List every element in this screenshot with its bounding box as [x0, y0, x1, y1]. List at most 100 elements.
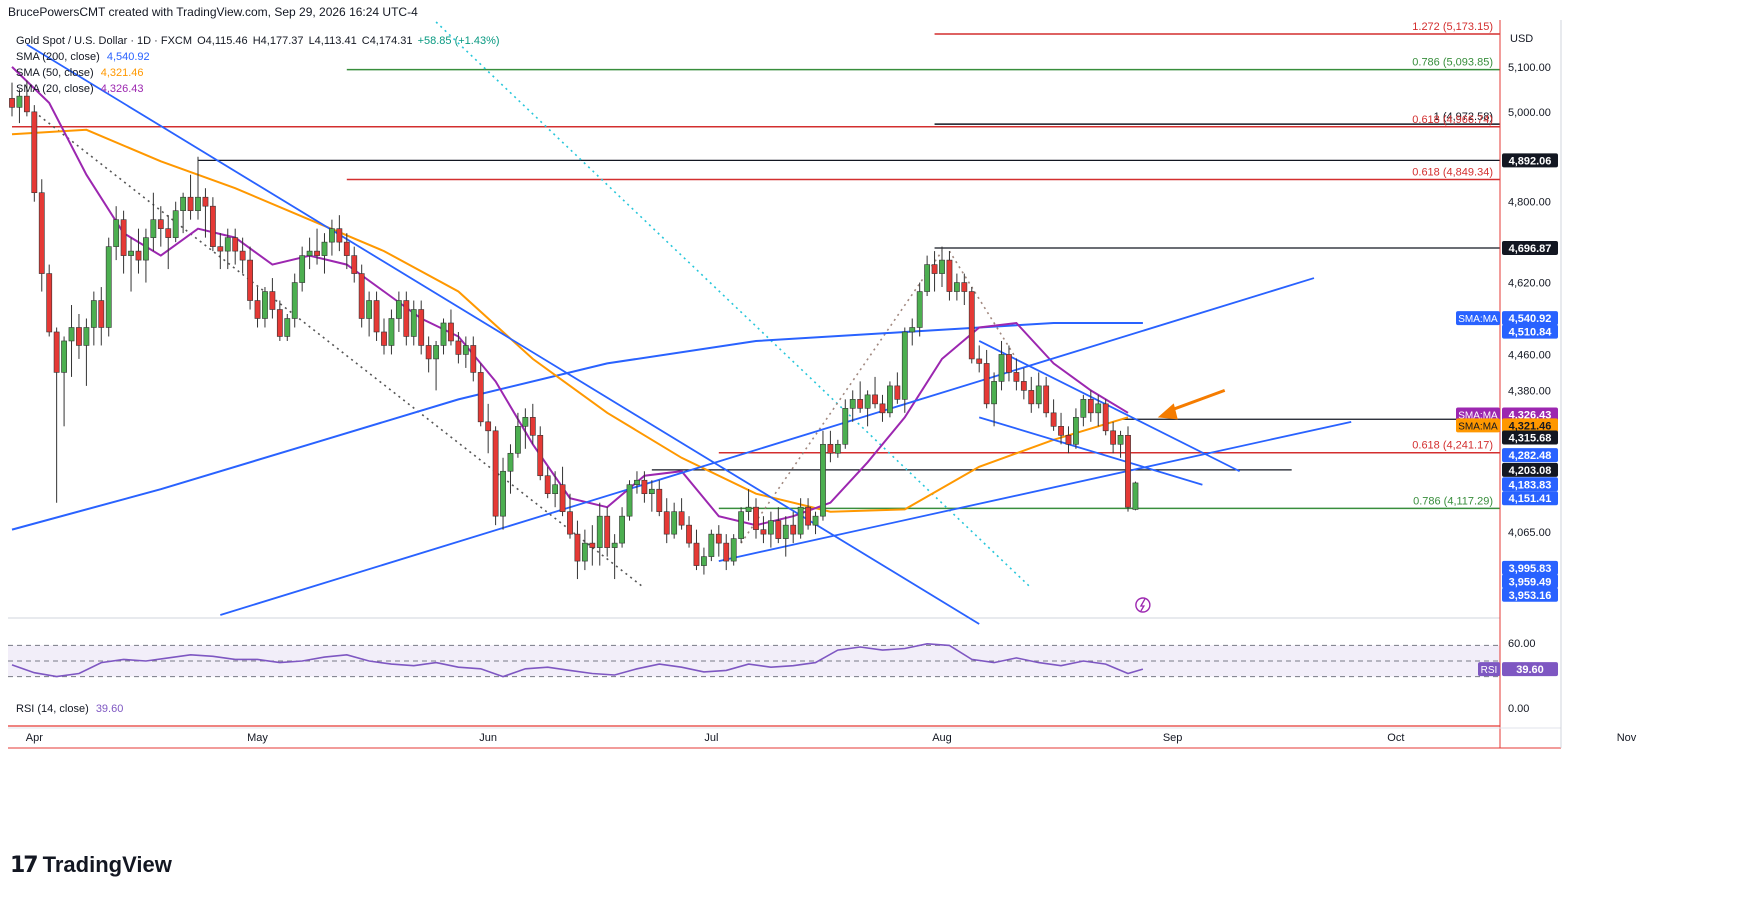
candle [1080, 394, 1087, 427]
candle-body [23, 95, 30, 113]
currency-label: USD [1510, 33, 1533, 45]
arrow-head [1157, 403, 1178, 420]
candle [939, 246, 945, 288]
candle [849, 390, 856, 422]
candle [842, 399, 849, 449]
candle-body [1110, 430, 1117, 445]
candle [619, 507, 625, 548]
candle [827, 430, 834, 463]
price-labels: USD 4,892.06 4,696.87 4,540.92 SMA:MA 4,510.8… [1456, 33, 1558, 677]
candle [165, 215, 172, 270]
candle-body [775, 520, 782, 539]
candle [738, 507, 745, 544]
price-label-box [1502, 311, 1558, 326]
candle [291, 273, 298, 328]
candle-body [619, 515, 625, 544]
candle-body [388, 318, 395, 346]
candle-body [559, 484, 566, 512]
price-label-text: 4,696.87 [1509, 243, 1552, 255]
candle [172, 201, 179, 243]
candle [351, 246, 358, 283]
price-label-box [1502, 574, 1558, 589]
price-label-text: 4,892.06 [1509, 155, 1552, 167]
candle [782, 516, 789, 557]
candle-body [581, 542, 588, 562]
candle [522, 408, 529, 449]
candle [730, 534, 737, 566]
price-label-box [1502, 324, 1558, 339]
candle [596, 502, 603, 566]
fib-levels: 1.272 (5,173.15) 0.786 (5,093.85) 1 (4,972… [12, 21, 1500, 510]
candle-body [180, 196, 187, 211]
candle [83, 318, 90, 386]
symbol-row[interactable]: Gold Spot / U.S. Dollar · 1D · FXCM O4,1… [16, 33, 502, 49]
candle-body [83, 327, 90, 346]
candle-body [1125, 435, 1131, 508]
rsi-legend[interactable]: RSI (14, close) 39.60 [16, 703, 123, 715]
candle-body [381, 331, 387, 346]
candle-body [567, 511, 573, 535]
candle-body [90, 300, 97, 328]
candle-body [596, 515, 603, 548]
candle [1102, 399, 1109, 436]
tradingview-logo[interactable]: 17 TradingView [10, 850, 172, 880]
candle [477, 363, 484, 427]
candle [53, 327, 60, 503]
sma200-row[interactable]: SMA (200, close) 4,540.92 [16, 49, 502, 65]
candle [909, 318, 916, 346]
price-label-box [1502, 491, 1558, 506]
candle-body [544, 475, 551, 495]
candle [805, 498, 811, 530]
candle [195, 156, 201, 220]
candle-body [61, 340, 67, 373]
candle [46, 264, 53, 337]
sma50-row[interactable]: SMA (50, close) 4,321.46 [16, 65, 502, 81]
price-label-box [1502, 560, 1558, 575]
trendline [718, 420, 1352, 562]
symbol-name[interactable]: Gold Spot / U.S. Dollar · 1D · FXCM [16, 35, 193, 47]
candle-body [477, 372, 484, 423]
candle-body [276, 309, 283, 337]
price-tick-label: 4,620.00 [1508, 278, 1551, 290]
candle-body [842, 408, 849, 445]
price-label-text: 3,953.16 [1509, 590, 1552, 602]
candle [648, 480, 655, 512]
candle [1013, 358, 1020, 391]
price-tick-label: 4,065.00 [1508, 527, 1551, 539]
candle-body [991, 381, 997, 405]
candle [708, 529, 715, 562]
candle-body [395, 300, 402, 319]
candle [634, 471, 640, 494]
sma50-value: 4,321.46 [100, 67, 144, 79]
rsi-band [8, 645, 1500, 677]
candle [239, 237, 246, 274]
candle-body [611, 542, 618, 548]
candle [894, 372, 901, 404]
price-label-box [1502, 477, 1558, 492]
candle-body [916, 291, 923, 328]
candle-body [284, 318, 291, 337]
candle [529, 403, 536, 445]
candle [31, 105, 38, 202]
annotation-arrow [1157, 388, 1226, 420]
candle [232, 228, 239, 265]
sma20-row[interactable]: SMA (20, close) 4,326.43 [16, 81, 502, 97]
candle-body [366, 300, 373, 319]
candle-body [105, 246, 112, 328]
candle-body [1095, 403, 1102, 414]
candle [916, 282, 923, 337]
candle-body [715, 533, 722, 544]
candle-body [983, 363, 990, 405]
candle-body [797, 506, 804, 535]
price-label-box [1502, 153, 1558, 168]
candle [857, 381, 864, 413]
price-tick-label: 4,380.00 [1508, 385, 1551, 397]
candle-body [872, 394, 878, 405]
candle-body [1028, 390, 1035, 405]
price-label-text: 4,315.68 [1509, 433, 1552, 445]
alert-icon-bolt [1139, 598, 1146, 612]
candle-body [946, 259, 953, 292]
dotted-lines [33, 21, 1032, 589]
candle [820, 430, 826, 521]
